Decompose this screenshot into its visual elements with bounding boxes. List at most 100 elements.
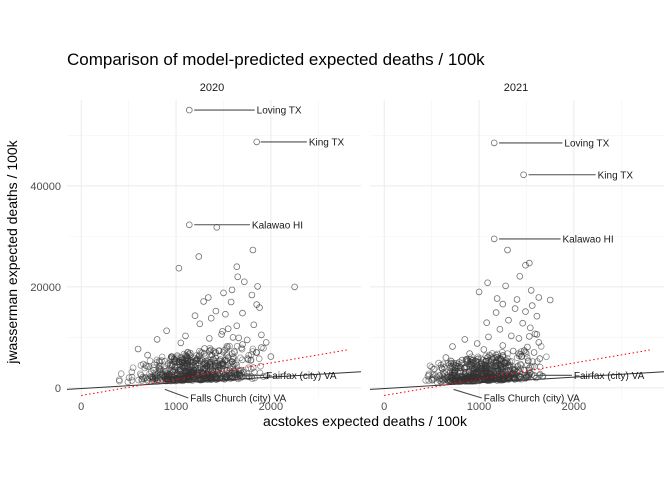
- data-point: [152, 372, 159, 379]
- data-point: [473, 357, 480, 365]
- data-point: [478, 362, 486, 370]
- panel-2020: 2020 Loving TX King TX Kalawao HI Fairfax (…: [66, 82, 362, 405]
- data-point: [490, 373, 498, 380]
- data-point: [490, 235, 498, 243]
- data-point: [533, 312, 541, 320]
- data-point: [435, 359, 442, 367]
- data-point: [137, 370, 144, 378]
- data-point: [474, 370, 482, 378]
- data-point: [482, 357, 490, 365]
- data-point: [249, 246, 257, 254]
- data-point: [176, 374, 183, 382]
- data-point: [147, 373, 154, 380]
- x-tick-label: 1000: [467, 401, 491, 413]
- data-point: [169, 368, 176, 376]
- data-point: [501, 367, 509, 375]
- data-point: [186, 358, 194, 366]
- data-point: [197, 349, 205, 356]
- data-point: [536, 363, 544, 371]
- data-point: [267, 353, 275, 360]
- data-point: [482, 361, 489, 369]
- data-point: [200, 369, 207, 377]
- data-point: [209, 362, 216, 370]
- data-point: [192, 357, 200, 364]
- data-point: [485, 351, 493, 359]
- data-point: [219, 327, 226, 335]
- data-point: [430, 365, 437, 373]
- data-point: [233, 322, 241, 330]
- data-point: [511, 305, 519, 312]
- data-point: [535, 339, 543, 346]
- data-point: [533, 331, 541, 338]
- data-point: [223, 342, 231, 350]
- data-point: [496, 376, 504, 384]
- data-point: [162, 371, 170, 379]
- data-point: [157, 365, 165, 373]
- data-point: [517, 360, 524, 368]
- data-point: [426, 362, 434, 370]
- data-point: [520, 171, 527, 179]
- data-point: [457, 367, 464, 375]
- fit-line: [66, 371, 362, 390]
- data-point: [469, 373, 476, 380]
- data-point: [245, 351, 253, 359]
- data-point: [196, 366, 204, 373]
- data-point: [526, 324, 534, 332]
- point-label: Fairfax (city) VA: [266, 371, 337, 382]
- data-point: [219, 360, 227, 367]
- data-point: [195, 352, 203, 360]
- point-label: King TX: [598, 170, 634, 181]
- data-point: [237, 354, 244, 362]
- identity-line: [384, 349, 650, 396]
- data-point: [175, 264, 183, 272]
- data-point: [519, 319, 526, 327]
- data-point: [125, 374, 133, 382]
- y-tick-label: 40000: [30, 181, 61, 193]
- data-point: [500, 376, 508, 383]
- data-point: [525, 333, 533, 340]
- data-point: [458, 356, 466, 364]
- data-point: [226, 364, 234, 372]
- data-point: [249, 364, 257, 371]
- data-point: [128, 373, 136, 381]
- data-point: [239, 309, 246, 317]
- data-point: [449, 343, 456, 350]
- data-point: [228, 358, 236, 365]
- data-point: [177, 354, 184, 361]
- data-point: [149, 364, 157, 372]
- data-point: [207, 314, 215, 322]
- data-point: [189, 377, 196, 384]
- data-point: [524, 357, 532, 365]
- data-point: [509, 373, 517, 381]
- data-point: [482, 374, 489, 382]
- data-point: [530, 349, 538, 356]
- data-point: [497, 366, 505, 373]
- point-label: Loving TX: [257, 106, 302, 117]
- data-point: [522, 308, 529, 315]
- data-point: [144, 351, 151, 359]
- data-point: [195, 253, 203, 260]
- data-point: [137, 362, 145, 369]
- label-segment: [164, 388, 189, 399]
- data-point: [212, 375, 219, 383]
- data-point: [518, 353, 525, 360]
- data-point: [224, 374, 231, 382]
- data-point: [498, 348, 506, 356]
- chart-title: Comparison of model-predicted expected d…: [67, 50, 485, 69]
- data-point: [469, 367, 477, 375]
- data-point: [224, 325, 232, 333]
- data-point: [485, 333, 492, 341]
- y-tick-label: 0: [55, 383, 61, 395]
- point-label: Falls Church (city) VA: [484, 394, 580, 405]
- data-point: [253, 349, 261, 356]
- panel-strip-2021: 2021: [504, 82, 528, 94]
- data-point: [229, 353, 237, 361]
- data-point: [263, 372, 270, 380]
- x-axis-ticks: 0 1000 2000 0 1000 2000: [78, 401, 586, 413]
- data-point: [493, 359, 500, 366]
- x-tick-label: 0: [78, 401, 84, 413]
- data-point: [177, 339, 185, 347]
- data-point: [494, 355, 502, 363]
- data-point: [184, 348, 191, 356]
- data-point: [475, 288, 483, 296]
